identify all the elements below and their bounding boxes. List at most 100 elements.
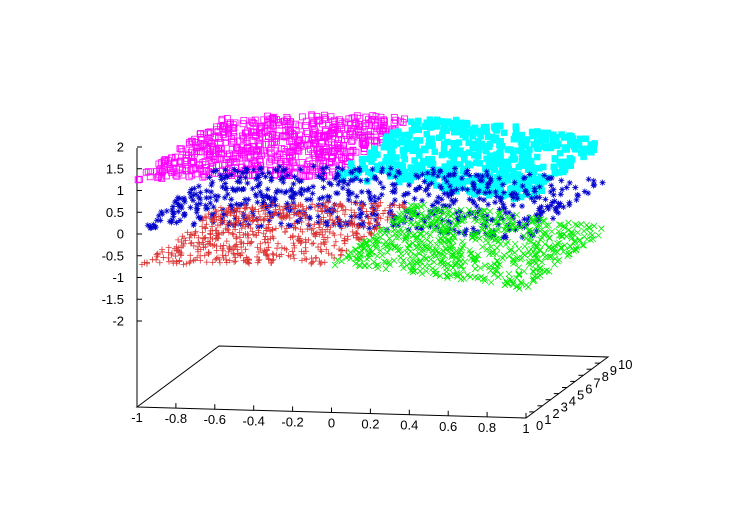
data-point <box>223 221 230 228</box>
data-point <box>373 202 380 209</box>
data-point <box>485 201 492 208</box>
data-point <box>199 173 207 181</box>
data-point <box>258 151 266 159</box>
data-point <box>550 249 558 256</box>
data-point <box>191 232 198 239</box>
data-point <box>254 161 262 169</box>
data-point <box>234 250 241 257</box>
data-point <box>462 134 469 141</box>
data-point <box>315 202 322 209</box>
data-point <box>445 193 452 200</box>
data-point <box>322 116 329 123</box>
data-point <box>506 209 513 216</box>
data-point <box>541 253 549 261</box>
data-point <box>240 221 247 228</box>
data-point <box>214 127 222 135</box>
data-point <box>267 215 274 222</box>
data-point <box>230 231 237 238</box>
data-point <box>236 179 243 186</box>
data-point <box>217 172 224 179</box>
data-point <box>421 178 428 185</box>
axes <box>135 146 610 419</box>
data-point <box>431 226 439 233</box>
data-point <box>424 185 431 192</box>
data-point <box>195 239 202 246</box>
data-point <box>591 140 598 147</box>
data-point <box>437 258 444 265</box>
data-point <box>221 174 228 181</box>
data-point <box>298 159 306 166</box>
data-point <box>437 226 445 233</box>
data-point <box>508 191 515 198</box>
data-point <box>411 209 418 216</box>
data-point <box>412 125 419 133</box>
data-point <box>384 248 391 256</box>
data-point <box>550 215 557 222</box>
data-point <box>203 187 210 194</box>
data-point <box>172 153 180 161</box>
data-point <box>204 128 212 136</box>
data-point <box>474 251 482 259</box>
data-point <box>254 199 261 206</box>
data-point <box>571 221 579 228</box>
data-point <box>443 150 450 158</box>
data-point <box>354 225 361 232</box>
data-point <box>302 122 310 129</box>
data-point <box>429 246 437 254</box>
data-point <box>335 172 342 179</box>
data-point <box>264 186 271 193</box>
data-point <box>560 222 568 230</box>
data-point <box>442 205 449 212</box>
data-point <box>551 155 559 162</box>
data-point <box>481 262 489 269</box>
data-point <box>434 223 441 230</box>
data-point <box>315 173 322 180</box>
data-point <box>536 205 543 212</box>
data-point <box>565 219 572 227</box>
data-point <box>599 179 606 186</box>
data-point <box>406 182 413 189</box>
data-point <box>219 252 226 259</box>
x-tick-label: 1 <box>522 421 529 436</box>
data-point <box>308 120 316 128</box>
z-tick-label: 2 <box>117 140 124 155</box>
data-point <box>244 256 251 263</box>
data-point <box>205 211 212 218</box>
data-point <box>176 195 183 202</box>
data-point <box>308 260 315 267</box>
data-point <box>461 156 468 163</box>
data-point <box>238 244 245 251</box>
data-point <box>187 166 195 174</box>
data-point <box>547 144 555 152</box>
data-point <box>223 238 230 245</box>
data-point <box>294 176 301 183</box>
data-point <box>212 208 219 215</box>
data-point <box>212 193 219 200</box>
data-point <box>443 245 450 252</box>
data-point <box>363 208 370 215</box>
data-point <box>317 246 324 253</box>
data-point <box>478 140 485 148</box>
data-point <box>201 213 208 220</box>
data-point <box>379 165 386 172</box>
data-point <box>233 233 240 240</box>
data-point <box>354 231 361 238</box>
data-point <box>392 116 400 124</box>
data-point <box>396 204 403 211</box>
data-point <box>242 196 249 203</box>
data-point <box>228 196 235 203</box>
data-point <box>581 188 588 195</box>
data-point <box>281 245 288 252</box>
data-point <box>154 253 161 260</box>
data-point <box>212 256 219 263</box>
data-point <box>234 185 241 192</box>
data-point <box>324 210 331 217</box>
data-point <box>213 235 220 242</box>
data-point <box>297 166 304 173</box>
data-point <box>533 251 541 258</box>
y-tick-label: 6 <box>585 381 592 396</box>
data-point <box>233 208 240 215</box>
data-point <box>331 242 338 249</box>
data-point <box>238 146 245 154</box>
data-point <box>409 221 417 228</box>
